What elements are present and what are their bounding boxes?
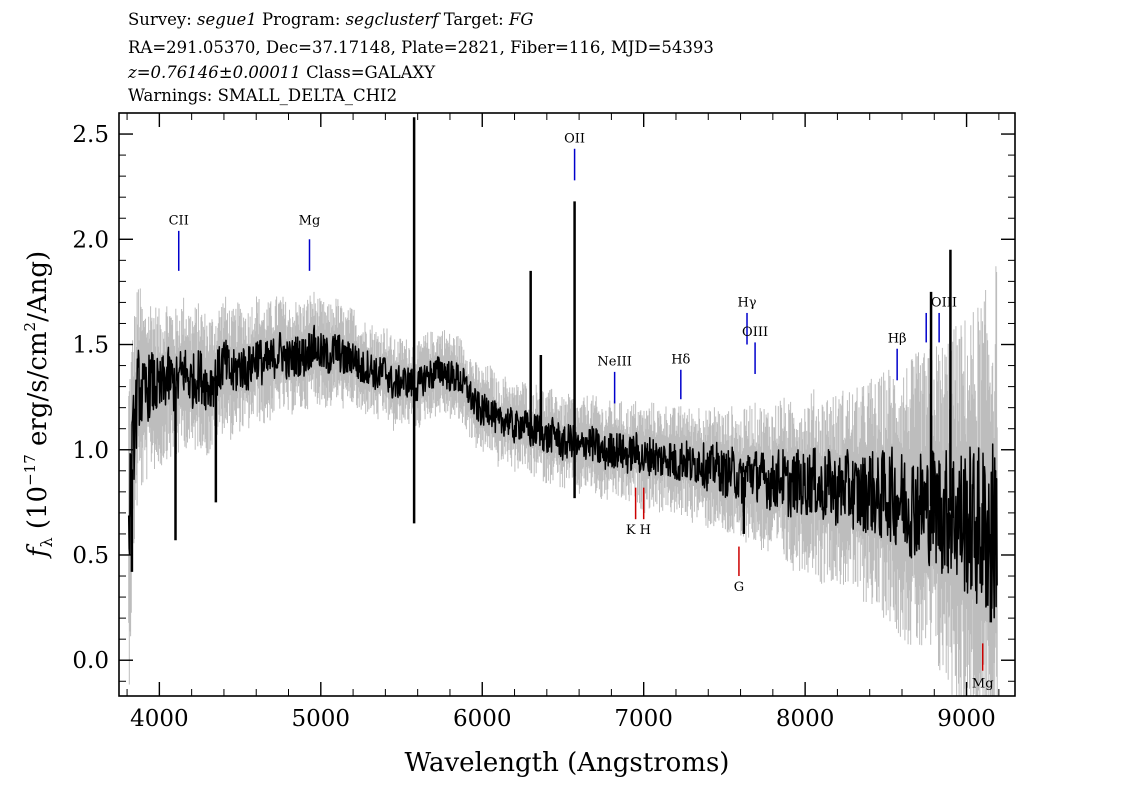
y-tick-label-0: 0.0 (72, 648, 109, 674)
x-tick-label-0: 4000 (130, 706, 189, 732)
x-axis-label: Wavelength (Angstroms) (405, 748, 730, 778)
class-value: Class=GALAXY (306, 63, 436, 82)
survey-label: Survey: (128, 10, 192, 29)
feature-label-11: H (640, 523, 651, 538)
flux-layer (127, 117, 998, 623)
x-tick-label-2: 6000 (453, 706, 512, 732)
x-tick-label-1: 5000 (292, 706, 351, 732)
y-label-close: /Ang) (23, 251, 53, 322)
flux-line (127, 324, 998, 619)
y-tick-label-4: 2.0 (72, 227, 109, 253)
feature-label-12: G (734, 580, 744, 595)
y-tick-label-2: 1.0 (72, 438, 109, 464)
program-value: segclusterf (345, 10, 439, 29)
y-label-exp2: 2 (21, 322, 39, 332)
feature-label-8: OIII (931, 296, 957, 311)
y-label-exp: −17 (21, 454, 39, 486)
tick-layer: 4000 5000 6000 7000 8000 9000 0.0 0.5 1.0 1.5 2.0 2… (72, 113, 1015, 732)
survey-value: segue1 (197, 10, 257, 29)
y-axis-label: fλ (10−17 erg/s/cm2/Ang) (21, 251, 56, 559)
target-value: FG (508, 10, 534, 29)
feature-label-7: Hβ (888, 331, 907, 346)
y-tick-label-3: 1.5 (72, 333, 109, 359)
feature-label-4: Hδ (671, 352, 690, 367)
header-line-3: z=0.76146±0.00011 Class=GALAXY (128, 63, 435, 83)
y-tick-label-1: 0.5 (72, 543, 109, 569)
feature-label-6: OIII (742, 325, 768, 340)
program-label: Program: (261, 10, 341, 29)
feature-label-13: Mg (972, 677, 994, 692)
y-tick-label-5: 2.5 (72, 122, 109, 148)
redshift-value: z=0.76146±0.00011 (128, 63, 301, 82)
x-tick-label-5: 9000 (937, 706, 996, 732)
feature-label-2: OII (564, 131, 585, 146)
y-label-open: (10 (23, 486, 53, 538)
header-line-1: Survey: segue1 Program: segclusterf Targ… (128, 10, 534, 30)
feature-label-3: NeIII (597, 355, 631, 370)
target-label: Target: (443, 10, 504, 29)
feature-label-1: Mg (299, 214, 321, 229)
x-tick-label-3: 7000 (614, 706, 673, 732)
y-label-sub: λ (37, 537, 56, 547)
annotation-layer: CII Mg OII NeIII Hδ Hγ OIII Hβ OIII K H G Mg (169, 131, 994, 691)
y-label-mid: erg/s/cm (23, 331, 53, 454)
feature-label-0: CII (169, 214, 189, 229)
x-tick-label-4: 8000 (776, 706, 835, 732)
feature-label-10: K (626, 523, 636, 538)
plot-frame (118, 112, 1016, 697)
feature-label-5: Hγ (737, 296, 756, 311)
header-line-4: Warnings: SMALL_DELTA_CHI2 (128, 86, 398, 105)
header-line-2: RA=291.05370, Dec=37.17148, Plate=2821, … (128, 38, 714, 57)
